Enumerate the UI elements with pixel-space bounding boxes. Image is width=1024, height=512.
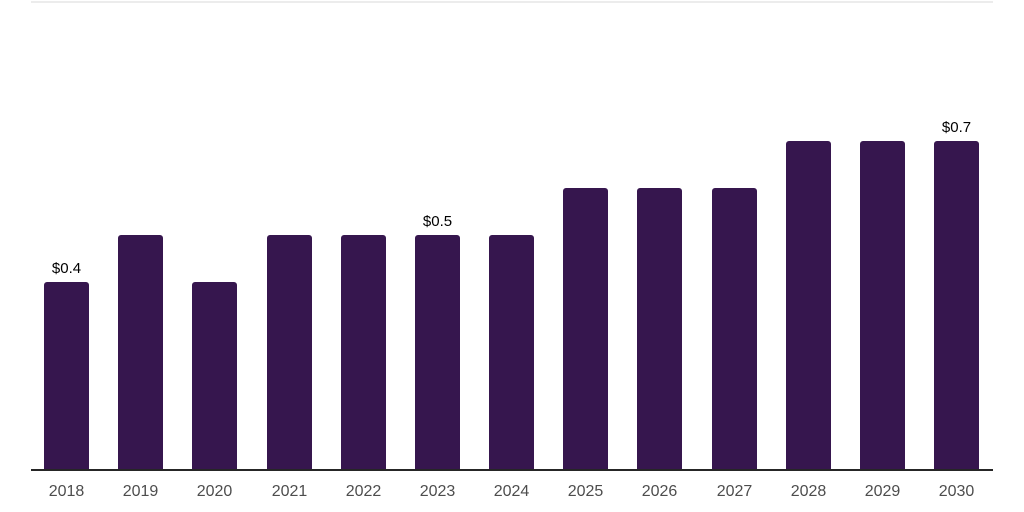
bar-2030 [934, 141, 979, 470]
bar-2018 [44, 282, 89, 470]
x-tick-label-2024: 2024 [493, 483, 530, 500]
bar-2026 [637, 188, 682, 470]
x-tick-label-2020: 2020 [196, 483, 233, 500]
bar-2024 [489, 235, 534, 470]
x-tick-label-2021: 2021 [271, 483, 308, 500]
x-axis-line [31, 469, 993, 471]
x-tick-label-2027: 2027 [716, 483, 753, 500]
bar-2023 [415, 235, 460, 470]
x-tick-label-2029: 2029 [864, 483, 901, 500]
x-tick-label-2030: 2030 [938, 483, 975, 500]
bar-2021 [267, 235, 312, 470]
bar-value-label-2030: $0.7 [941, 119, 972, 136]
bar-2020 [192, 282, 237, 470]
bar-2027 [712, 188, 757, 470]
bar-2019 [118, 235, 163, 470]
bar-2028 [786, 141, 831, 470]
bar-2025 [563, 188, 608, 470]
x-tick-label-2018: 2018 [48, 483, 85, 500]
x-tick-label-2022: 2022 [345, 483, 382, 500]
bar-value-label-2018: $0.4 [51, 260, 82, 277]
plot-top-border [31, 1, 993, 3]
bar-2029 [860, 141, 905, 470]
x-tick-label-2028: 2028 [790, 483, 827, 500]
x-tick-label-2019: 2019 [122, 483, 159, 500]
bar-value-label-2023: $0.5 [422, 213, 453, 230]
x-tick-label-2023: 2023 [419, 483, 456, 500]
x-tick-label-2025: 2025 [567, 483, 604, 500]
bar-2022 [341, 235, 386, 470]
x-tick-label-2026: 2026 [641, 483, 678, 500]
